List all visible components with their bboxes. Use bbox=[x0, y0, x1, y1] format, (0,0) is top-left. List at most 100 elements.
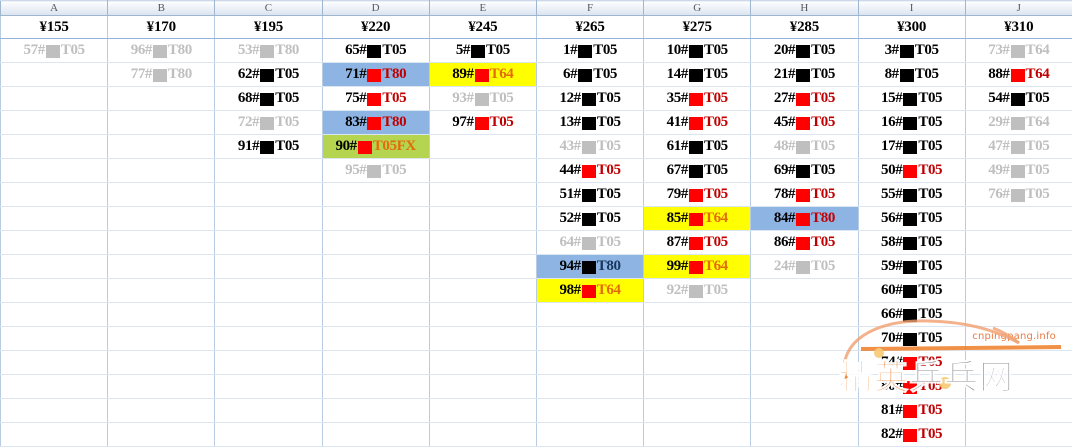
inventory-entry[interactable]: 57#T05 bbox=[1, 39, 107, 62]
grid-cell-b-1[interactable]: 96#T80 bbox=[108, 39, 215, 63]
inventory-entry[interactable]: 62#T05 bbox=[215, 63, 321, 86]
inventory-entry[interactable]: 6#T05 bbox=[537, 63, 643, 86]
grid-cell-d-15[interactable] bbox=[322, 375, 429, 399]
price-cell-j[interactable]: ¥310 bbox=[965, 16, 1072, 39]
inventory-entry[interactable]: 98#T64 bbox=[537, 279, 643, 302]
grid-cell-a-13[interactable] bbox=[1, 327, 108, 351]
grid-cell-f-12[interactable] bbox=[536, 303, 643, 327]
grid-cell-d-10[interactable] bbox=[322, 255, 429, 279]
grid-cell-i-16[interactable]: 81#T05 bbox=[858, 399, 965, 423]
grid-cell-i-11[interactable]: 60#T05 bbox=[858, 279, 965, 303]
grid-cell-e-12[interactable] bbox=[429, 303, 536, 327]
grid-cell-f-11[interactable]: 98#T64 bbox=[536, 279, 643, 303]
inventory-entry[interactable]: 90#T05FX bbox=[323, 135, 429, 158]
grid-cell-c-10[interactable] bbox=[215, 255, 322, 279]
grid-cell-g-16[interactable] bbox=[644, 399, 751, 423]
inventory-entry[interactable]: 71#T80 bbox=[323, 63, 429, 86]
grid-cell-f-3[interactable]: 12#T05 bbox=[536, 87, 643, 111]
inventory-entry[interactable]: 89#T64 bbox=[430, 63, 536, 86]
inventory-entry[interactable]: 10#T05 bbox=[644, 39, 750, 62]
grid-cell-d-3[interactable]: 75#T05 bbox=[322, 87, 429, 111]
grid-cell-c-15[interactable] bbox=[215, 375, 322, 399]
inventory-entry[interactable]: 72#T05 bbox=[215, 111, 321, 134]
grid-cell-c-17[interactable] bbox=[215, 423, 322, 447]
grid-cell-f-5[interactable]: 43#T05 bbox=[536, 135, 643, 159]
inventory-entry[interactable]: 67#T05 bbox=[644, 159, 750, 182]
grid-cell-g-11[interactable]: 92#T05 bbox=[644, 279, 751, 303]
inventory-entry[interactable]: 77#T80 bbox=[108, 63, 214, 86]
inventory-entry[interactable]: 96#T80 bbox=[108, 39, 214, 62]
inventory-entry[interactable]: 92#T05 bbox=[644, 279, 750, 302]
grid-cell-f-16[interactable] bbox=[536, 399, 643, 423]
grid-cell-e-7[interactable] bbox=[429, 183, 536, 207]
grid-cell-j-2[interactable]: 88#T64 bbox=[965, 63, 1072, 87]
grid-cell-h-11[interactable] bbox=[751, 279, 858, 303]
grid-cell-g-9[interactable]: 87#T05 bbox=[644, 231, 751, 255]
inventory-entry[interactable]: 21#T05 bbox=[751, 63, 857, 86]
grid-cell-b-8[interactable] bbox=[108, 207, 215, 231]
price-cell-a[interactable]: ¥155 bbox=[1, 16, 108, 39]
grid-cell-j-8[interactable] bbox=[965, 207, 1072, 231]
grid-cell-c-11[interactable] bbox=[215, 279, 322, 303]
grid-cell-f-15[interactable] bbox=[536, 375, 643, 399]
grid-cell-b-12[interactable] bbox=[108, 303, 215, 327]
inventory-entry[interactable]: 3#T05 bbox=[859, 39, 965, 62]
price-cell-c[interactable]: ¥195 bbox=[215, 16, 322, 39]
inventory-entry[interactable]: 59#T05 bbox=[859, 255, 965, 278]
grid-cell-f-2[interactable]: 6#T05 bbox=[536, 63, 643, 87]
inventory-entry[interactable]: 95#T05 bbox=[323, 159, 429, 182]
grid-cell-h-10[interactable]: 24#T05 bbox=[751, 255, 858, 279]
inventory-entry[interactable]: 55#T05 bbox=[859, 183, 965, 206]
inventory-entry[interactable]: 79#T05 bbox=[644, 183, 750, 206]
grid-cell-b-17[interactable] bbox=[108, 423, 215, 447]
grid-cell-j-10[interactable] bbox=[965, 255, 1072, 279]
grid-cell-e-8[interactable] bbox=[429, 207, 536, 231]
grid-cell-g-15[interactable] bbox=[644, 375, 751, 399]
inventory-entry[interactable]: 58#T05 bbox=[859, 231, 965, 254]
grid-cell-a-2[interactable] bbox=[1, 63, 108, 87]
inventory-entry[interactable]: 24#T05 bbox=[751, 255, 857, 278]
grid-cell-b-15[interactable] bbox=[108, 375, 215, 399]
inventory-entry[interactable]: 50#T05 bbox=[859, 159, 965, 182]
inventory-entry[interactable]: 15#T05 bbox=[859, 87, 965, 110]
price-cell-f[interactable]: ¥265 bbox=[536, 16, 643, 39]
column-header-d[interactable]: D bbox=[322, 1, 429, 16]
grid-cell-j-3[interactable]: 54#T05 bbox=[965, 87, 1072, 111]
price-cell-e[interactable]: ¥245 bbox=[429, 16, 536, 39]
grid-cell-h-6[interactable]: 69#T05 bbox=[751, 159, 858, 183]
inventory-entry[interactable]: 29#T64 bbox=[966, 111, 1072, 134]
inventory-entry[interactable]: 47#T05 bbox=[966, 135, 1072, 158]
grid-cell-f-1[interactable]: 1#T05 bbox=[536, 39, 643, 63]
inventory-entry[interactable]: 65#T05 bbox=[323, 39, 429, 62]
grid-cell-i-2[interactable]: 8#T05 bbox=[858, 63, 965, 87]
inventory-entry[interactable]: 86#T05 bbox=[751, 231, 857, 254]
grid-cell-g-4[interactable]: 41#T05 bbox=[644, 111, 751, 135]
grid-cell-f-13[interactable] bbox=[536, 327, 643, 351]
grid-cell-d-13[interactable] bbox=[322, 327, 429, 351]
inventory-entry[interactable]: 20#T05 bbox=[751, 39, 857, 62]
grid-cell-j-7[interactable]: 76#T05 bbox=[965, 183, 1072, 207]
inventory-entry[interactable]: 69#T05 bbox=[751, 159, 857, 182]
grid-cell-b-3[interactable] bbox=[108, 87, 215, 111]
inventory-entry[interactable]: 61#T05 bbox=[644, 135, 750, 158]
inventory-entry[interactable]: 87#T05 bbox=[644, 231, 750, 254]
grid-cell-b-14[interactable] bbox=[108, 351, 215, 375]
grid-cell-i-15[interactable]: 80#T05 bbox=[858, 375, 965, 399]
grid-cell-c-8[interactable] bbox=[215, 207, 322, 231]
grid-cell-h-17[interactable] bbox=[751, 423, 858, 447]
grid-cell-e-3[interactable]: 93#T05 bbox=[429, 87, 536, 111]
grid-cell-d-5[interactable]: 90#T05FX bbox=[322, 135, 429, 159]
grid-cell-a-11[interactable] bbox=[1, 279, 108, 303]
grid-cell-c-16[interactable] bbox=[215, 399, 322, 423]
grid-cell-h-13[interactable] bbox=[751, 327, 858, 351]
grid-cell-e-2[interactable]: 89#T64 bbox=[429, 63, 536, 87]
grid-cell-i-4[interactable]: 16#T05 bbox=[858, 111, 965, 135]
grid-cell-e-17[interactable] bbox=[429, 423, 536, 447]
grid-cell-h-1[interactable]: 20#T05 bbox=[751, 39, 858, 63]
grid-cell-e-11[interactable] bbox=[429, 279, 536, 303]
grid-cell-d-14[interactable] bbox=[322, 351, 429, 375]
inventory-entry[interactable]: 17#T05 bbox=[859, 135, 965, 158]
grid-cell-e-15[interactable] bbox=[429, 375, 536, 399]
inventory-entry[interactable]: 74#T05 bbox=[859, 351, 965, 374]
grid-cell-c-2[interactable]: 62#T05 bbox=[215, 63, 322, 87]
